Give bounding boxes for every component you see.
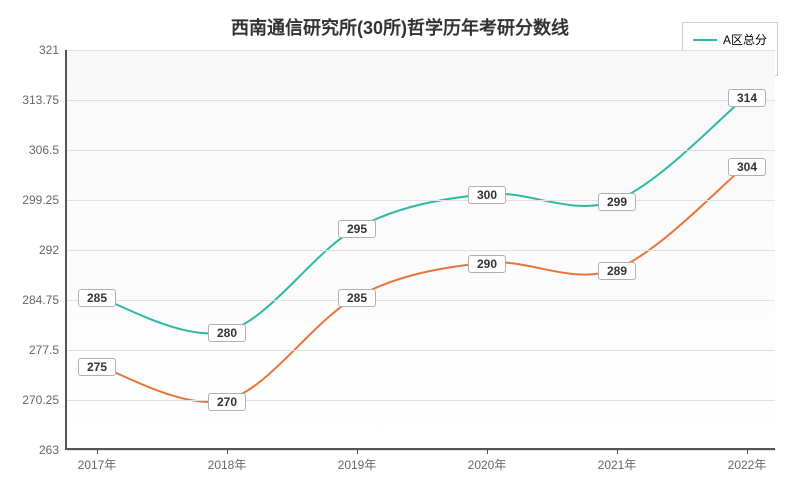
line-svg — [67, 50, 775, 448]
x-tick — [227, 448, 228, 454]
y-axis-label: 263 — [39, 443, 59, 457]
data-point-label: 304 — [728, 158, 766, 176]
y-axis-label: 321 — [39, 43, 59, 57]
x-tick — [357, 448, 358, 454]
data-point-label: 295 — [338, 220, 376, 238]
data-point-label: 285 — [78, 289, 116, 307]
data-point-label: 275 — [78, 358, 116, 376]
x-tick — [487, 448, 488, 454]
grid-line — [67, 450, 775, 451]
legend-label-a: A区总分 — [723, 31, 767, 48]
y-axis-label: 277.5 — [29, 343, 59, 357]
data-point-label: 289 — [598, 262, 636, 280]
series-line — [98, 98, 745, 333]
legend-item-a: A区总分 — [693, 31, 767, 48]
y-axis-label: 284.75 — [22, 293, 59, 307]
plot-area: 263270.25277.5284.75292299.25306.5313.75… — [65, 50, 775, 450]
x-axis-label: 2019年 — [338, 456, 377, 473]
data-point-label: 300 — [468, 186, 506, 204]
y-axis-label: 292 — [39, 243, 59, 257]
data-point-label: 270 — [208, 393, 246, 411]
x-axis-label: 2017年 — [78, 456, 117, 473]
y-axis-label: 299.25 — [22, 193, 59, 207]
x-axis-label: 2018年 — [208, 456, 247, 473]
y-axis-label: 313.75 — [22, 93, 59, 107]
x-axis-label: 2021年 — [598, 456, 637, 473]
x-axis-label: 2020年 — [468, 456, 507, 473]
grid-line — [67, 100, 775, 101]
data-point-label: 280 — [208, 324, 246, 342]
x-tick — [617, 448, 618, 454]
chart-container: 西南通信研究所(30所)哲学历年考研分数线 A区总分 B区总分 263270.2… — [0, 0, 800, 500]
grid-line — [67, 350, 775, 351]
grid-line — [67, 300, 775, 301]
x-tick — [747, 448, 748, 454]
x-axis-label: 2022年 — [728, 456, 767, 473]
grid-line — [67, 150, 775, 151]
series-line — [98, 167, 745, 402]
data-point-label: 290 — [468, 255, 506, 273]
data-point-label: 285 — [338, 289, 376, 307]
grid-line — [67, 250, 775, 251]
data-point-label: 299 — [598, 193, 636, 211]
chart-title: 西南通信研究所(30所)哲学历年考研分数线 — [0, 14, 800, 40]
grid-line — [67, 400, 775, 401]
grid-line — [67, 50, 775, 51]
y-axis-label: 270.25 — [22, 393, 59, 407]
legend-swatch-a — [693, 39, 717, 41]
grid-line — [67, 200, 775, 201]
y-axis-label: 306.5 — [29, 143, 59, 157]
data-point-label: 314 — [728, 89, 766, 107]
x-tick — [97, 448, 98, 454]
